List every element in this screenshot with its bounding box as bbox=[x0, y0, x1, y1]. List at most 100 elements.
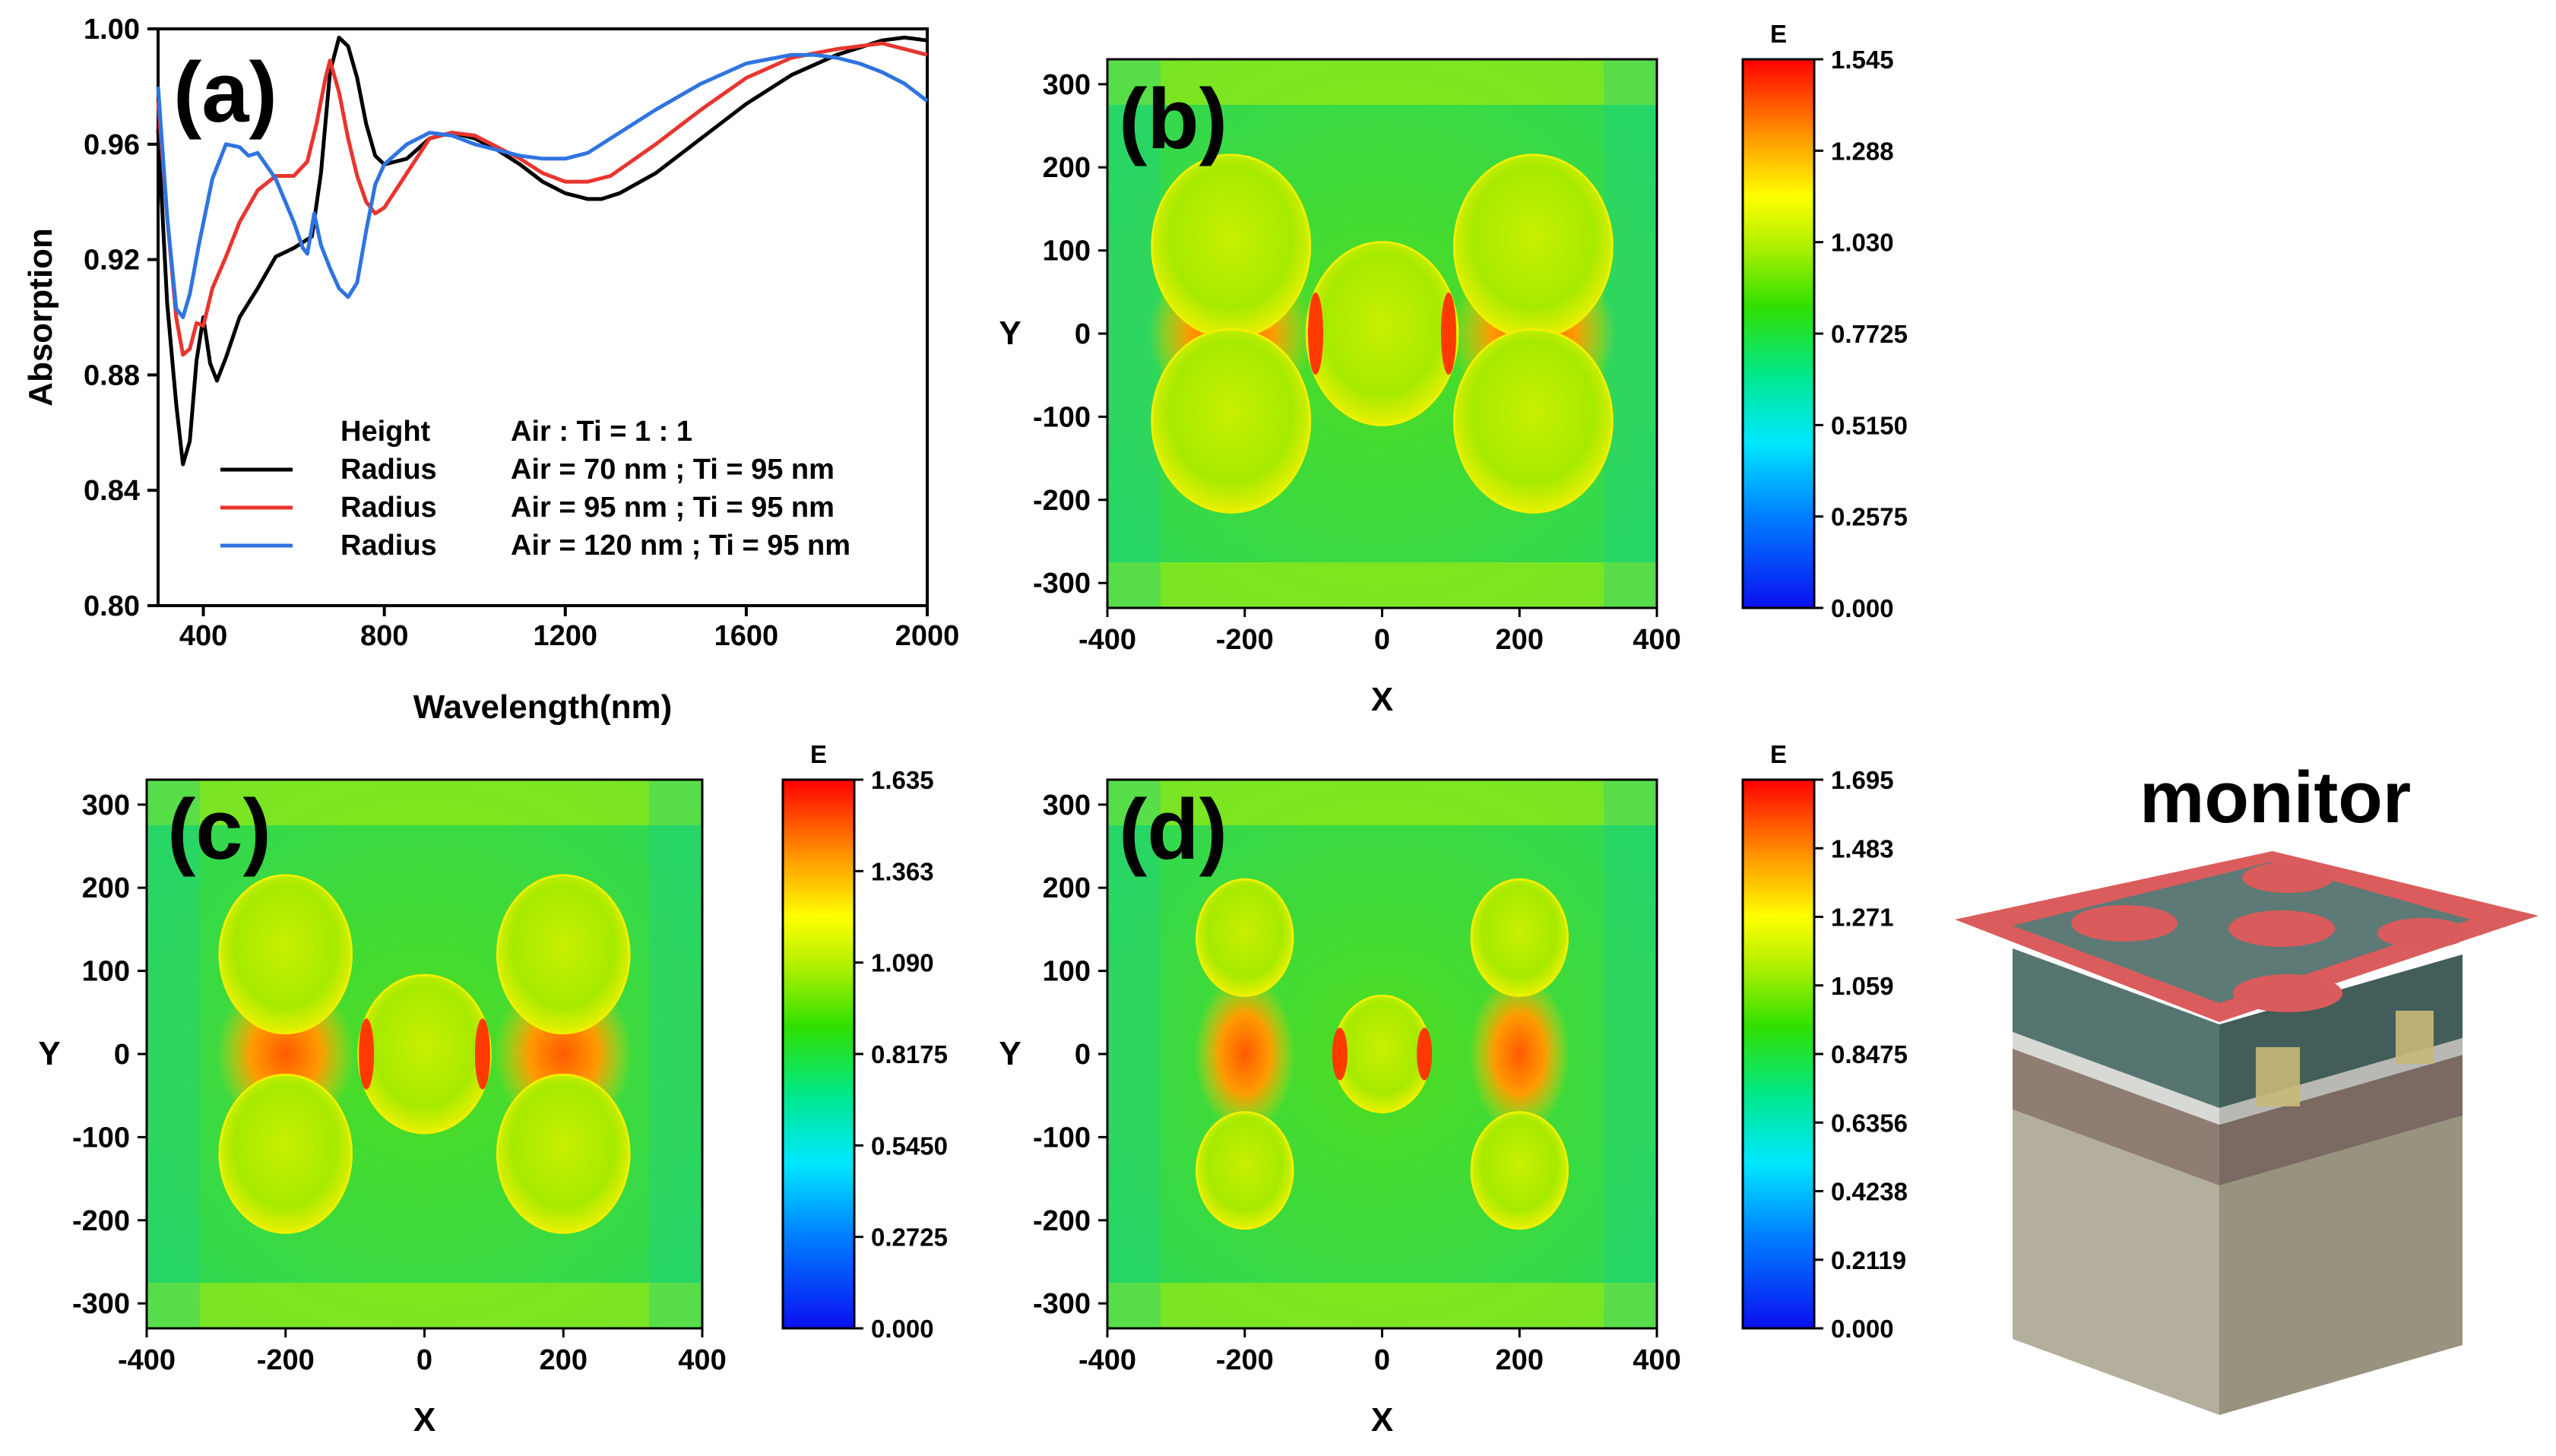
y-tick-label: 0 bbox=[1075, 1039, 1091, 1071]
field-edge bbox=[649, 780, 702, 1328]
x-axis-label: X bbox=[413, 1401, 436, 1439]
middle-layer-front bbox=[2013, 1049, 2219, 1185]
colorbar-tick-label: 1.271 bbox=[1831, 904, 1894, 932]
air-hole bbox=[1470, 1111, 1569, 1230]
y-tick-label: 200 bbox=[1043, 152, 1091, 184]
y-tick-label: 0.80 bbox=[84, 590, 140, 622]
colorbar-tick-label: 0.2119 bbox=[1831, 1246, 1906, 1274]
y-tick-label: -300 bbox=[72, 1288, 130, 1320]
x-axis-label: Wavelength(nm) bbox=[413, 688, 673, 726]
colorbar-tick-label: 1.030 bbox=[1831, 229, 1894, 257]
y-tick-label: -100 bbox=[1033, 401, 1091, 433]
legend-desc: Air = 95 nm ; Ti = 95 nm bbox=[511, 492, 835, 524]
panel-label: (c) bbox=[167, 782, 271, 877]
y-tick-label: 0.96 bbox=[84, 129, 140, 161]
heatmap-panel: -400 -200 0 200 400 300 200 100 0 -100 -200 -300 X Y (… bbox=[999, 740, 1908, 1439]
x-tick-label: 1200 bbox=[533, 620, 597, 652]
field-hotspot bbox=[474, 1018, 490, 1090]
field-layer bbox=[1107, 59, 1657, 608]
pillar bbox=[2256, 1047, 2300, 1106]
field-hotspot bbox=[1440, 292, 1456, 375]
x-tick-label: 200 bbox=[1496, 1344, 1544, 1376]
absorption-line-chart: 400 800 1200 1600 2000 0.80 0.84 0.88 0.92 0.96 1… bbox=[22, 14, 959, 726]
colorbar-tick-label: 1.059 bbox=[1831, 972, 1894, 1000]
colorbar-tick-label: 0.5450 bbox=[871, 1132, 948, 1160]
hole bbox=[2071, 905, 2178, 942]
y-tick-label: -300 bbox=[1033, 1288, 1091, 1320]
x-tick-label: 0 bbox=[1374, 1344, 1390, 1376]
middle-layer-side bbox=[2219, 1055, 2463, 1185]
y-tick-label: 0.88 bbox=[84, 359, 140, 391]
hole bbox=[2377, 918, 2469, 948]
field-edge bbox=[147, 780, 702, 825]
colorbar-tick-label: 0.2575 bbox=[1831, 503, 1908, 531]
y-tick-label: 0 bbox=[1075, 318, 1091, 350]
y-tick-label: 300 bbox=[82, 790, 130, 821]
field-maps: -400 -200 0 200 400 300 200 100 0 -100 -200 -300 X Y (… bbox=[38, 20, 1908, 1439]
field-layer bbox=[1107, 780, 1657, 1328]
x-axis-ticks: 400 800 1200 1600 2000 bbox=[179, 606, 959, 652]
y-tick-label: 100 bbox=[1043, 956, 1091, 988]
x-tick-label: 0 bbox=[416, 1344, 432, 1376]
air-hole bbox=[1151, 154, 1312, 339]
legend-name: Radius bbox=[340, 454, 437, 486]
x-tick-label: 400 bbox=[1633, 624, 1680, 656]
series-line bbox=[156, 52, 929, 319]
y-tick-label: 1.00 bbox=[84, 14, 140, 46]
field-edge bbox=[1107, 780, 1657, 825]
x-tick-label: 200 bbox=[540, 1344, 588, 1376]
legend-desc: Air = 70 nm ; Ti = 95 nm bbox=[511, 454, 835, 486]
x-tick-label: 0 bbox=[1374, 624, 1390, 656]
x-tick-label: 2000 bbox=[895, 620, 960, 652]
legend-name: Radius bbox=[340, 492, 437, 524]
series-lines bbox=[156, 35, 929, 467]
heatmap-panel: -400 -200 0 200 400 300 200 100 0 -100 -200 -300 X Y (… bbox=[999, 20, 1908, 718]
legend-desc: Air = 120 nm ; Ti = 95 nm bbox=[511, 530, 850, 562]
x-tick-label: -200 bbox=[1216, 1344, 1274, 1376]
structure-illustration: monitor bbox=[1955, 757, 2539, 1415]
y-axis-label: Y bbox=[38, 1035, 60, 1072]
top-layer-front bbox=[2013, 948, 2219, 1108]
colorbar-tick-label: 0.7725 bbox=[1831, 320, 1908, 348]
colorbar-tick-label: 1.288 bbox=[1831, 137, 1894, 165]
x-tick-label: -400 bbox=[1078, 1344, 1136, 1376]
colorbar-tick-label: 0.6356 bbox=[1831, 1109, 1908, 1137]
air-hole bbox=[1332, 994, 1432, 1114]
panel-label: (b) bbox=[1119, 71, 1227, 166]
colorbar-tick-label: 0.000 bbox=[1831, 594, 1894, 622]
field-hotspot bbox=[1194, 975, 1296, 1133]
y-axis-label: Y bbox=[999, 315, 1021, 352]
x-tick-label: -200 bbox=[257, 1344, 315, 1376]
legend: Height Air : Ti = 1 : 1 Radius Air = 70 n… bbox=[220, 416, 850, 562]
hole bbox=[2242, 863, 2333, 893]
air-hole bbox=[496, 1073, 631, 1234]
pillar bbox=[2396, 1011, 2434, 1064]
air-hole bbox=[1195, 1111, 1294, 1230]
colorbar-tick-label: 1.635 bbox=[871, 766, 934, 794]
colorbar bbox=[781, 778, 856, 1330]
x-tick-label: -200 bbox=[1216, 624, 1274, 656]
x-tick-label: 400 bbox=[1633, 1344, 1680, 1376]
colorbar-tick-label: 0.000 bbox=[1831, 1315, 1894, 1343]
legend-header-right: Air : Ti = 1 : 1 bbox=[511, 416, 692, 448]
colorbar-tick-label: 0.4238 bbox=[1831, 1178, 1908, 1206]
air-hole bbox=[218, 1073, 353, 1234]
x-tick-label: 800 bbox=[360, 620, 408, 652]
colorbar-tick-label: 1.483 bbox=[1831, 834, 1894, 863]
y-tick-label: 100 bbox=[1043, 236, 1091, 267]
heatmap-panel: -400 -200 0 200 400 300 200 100 0 -100 -200 -300 X Y (… bbox=[38, 740, 948, 1439]
plot-frame bbox=[157, 27, 929, 607]
field-hotspot bbox=[1308, 292, 1324, 375]
hole bbox=[2233, 974, 2342, 1012]
colorbar bbox=[1741, 778, 1816, 1330]
field-edge bbox=[147, 1283, 702, 1328]
panel-label-a: (a) bbox=[173, 45, 277, 140]
field-edge bbox=[1107, 562, 1657, 608]
colorbar-tick-label: 1.363 bbox=[871, 857, 934, 885]
colorbar-tick-label: 0.8475 bbox=[1831, 1040, 1908, 1068]
field-hotspot bbox=[1332, 1027, 1348, 1081]
field-edge bbox=[1107, 1283, 1657, 1328]
y-tick-label: -200 bbox=[1033, 485, 1091, 517]
x-tick-label: 400 bbox=[179, 620, 227, 652]
